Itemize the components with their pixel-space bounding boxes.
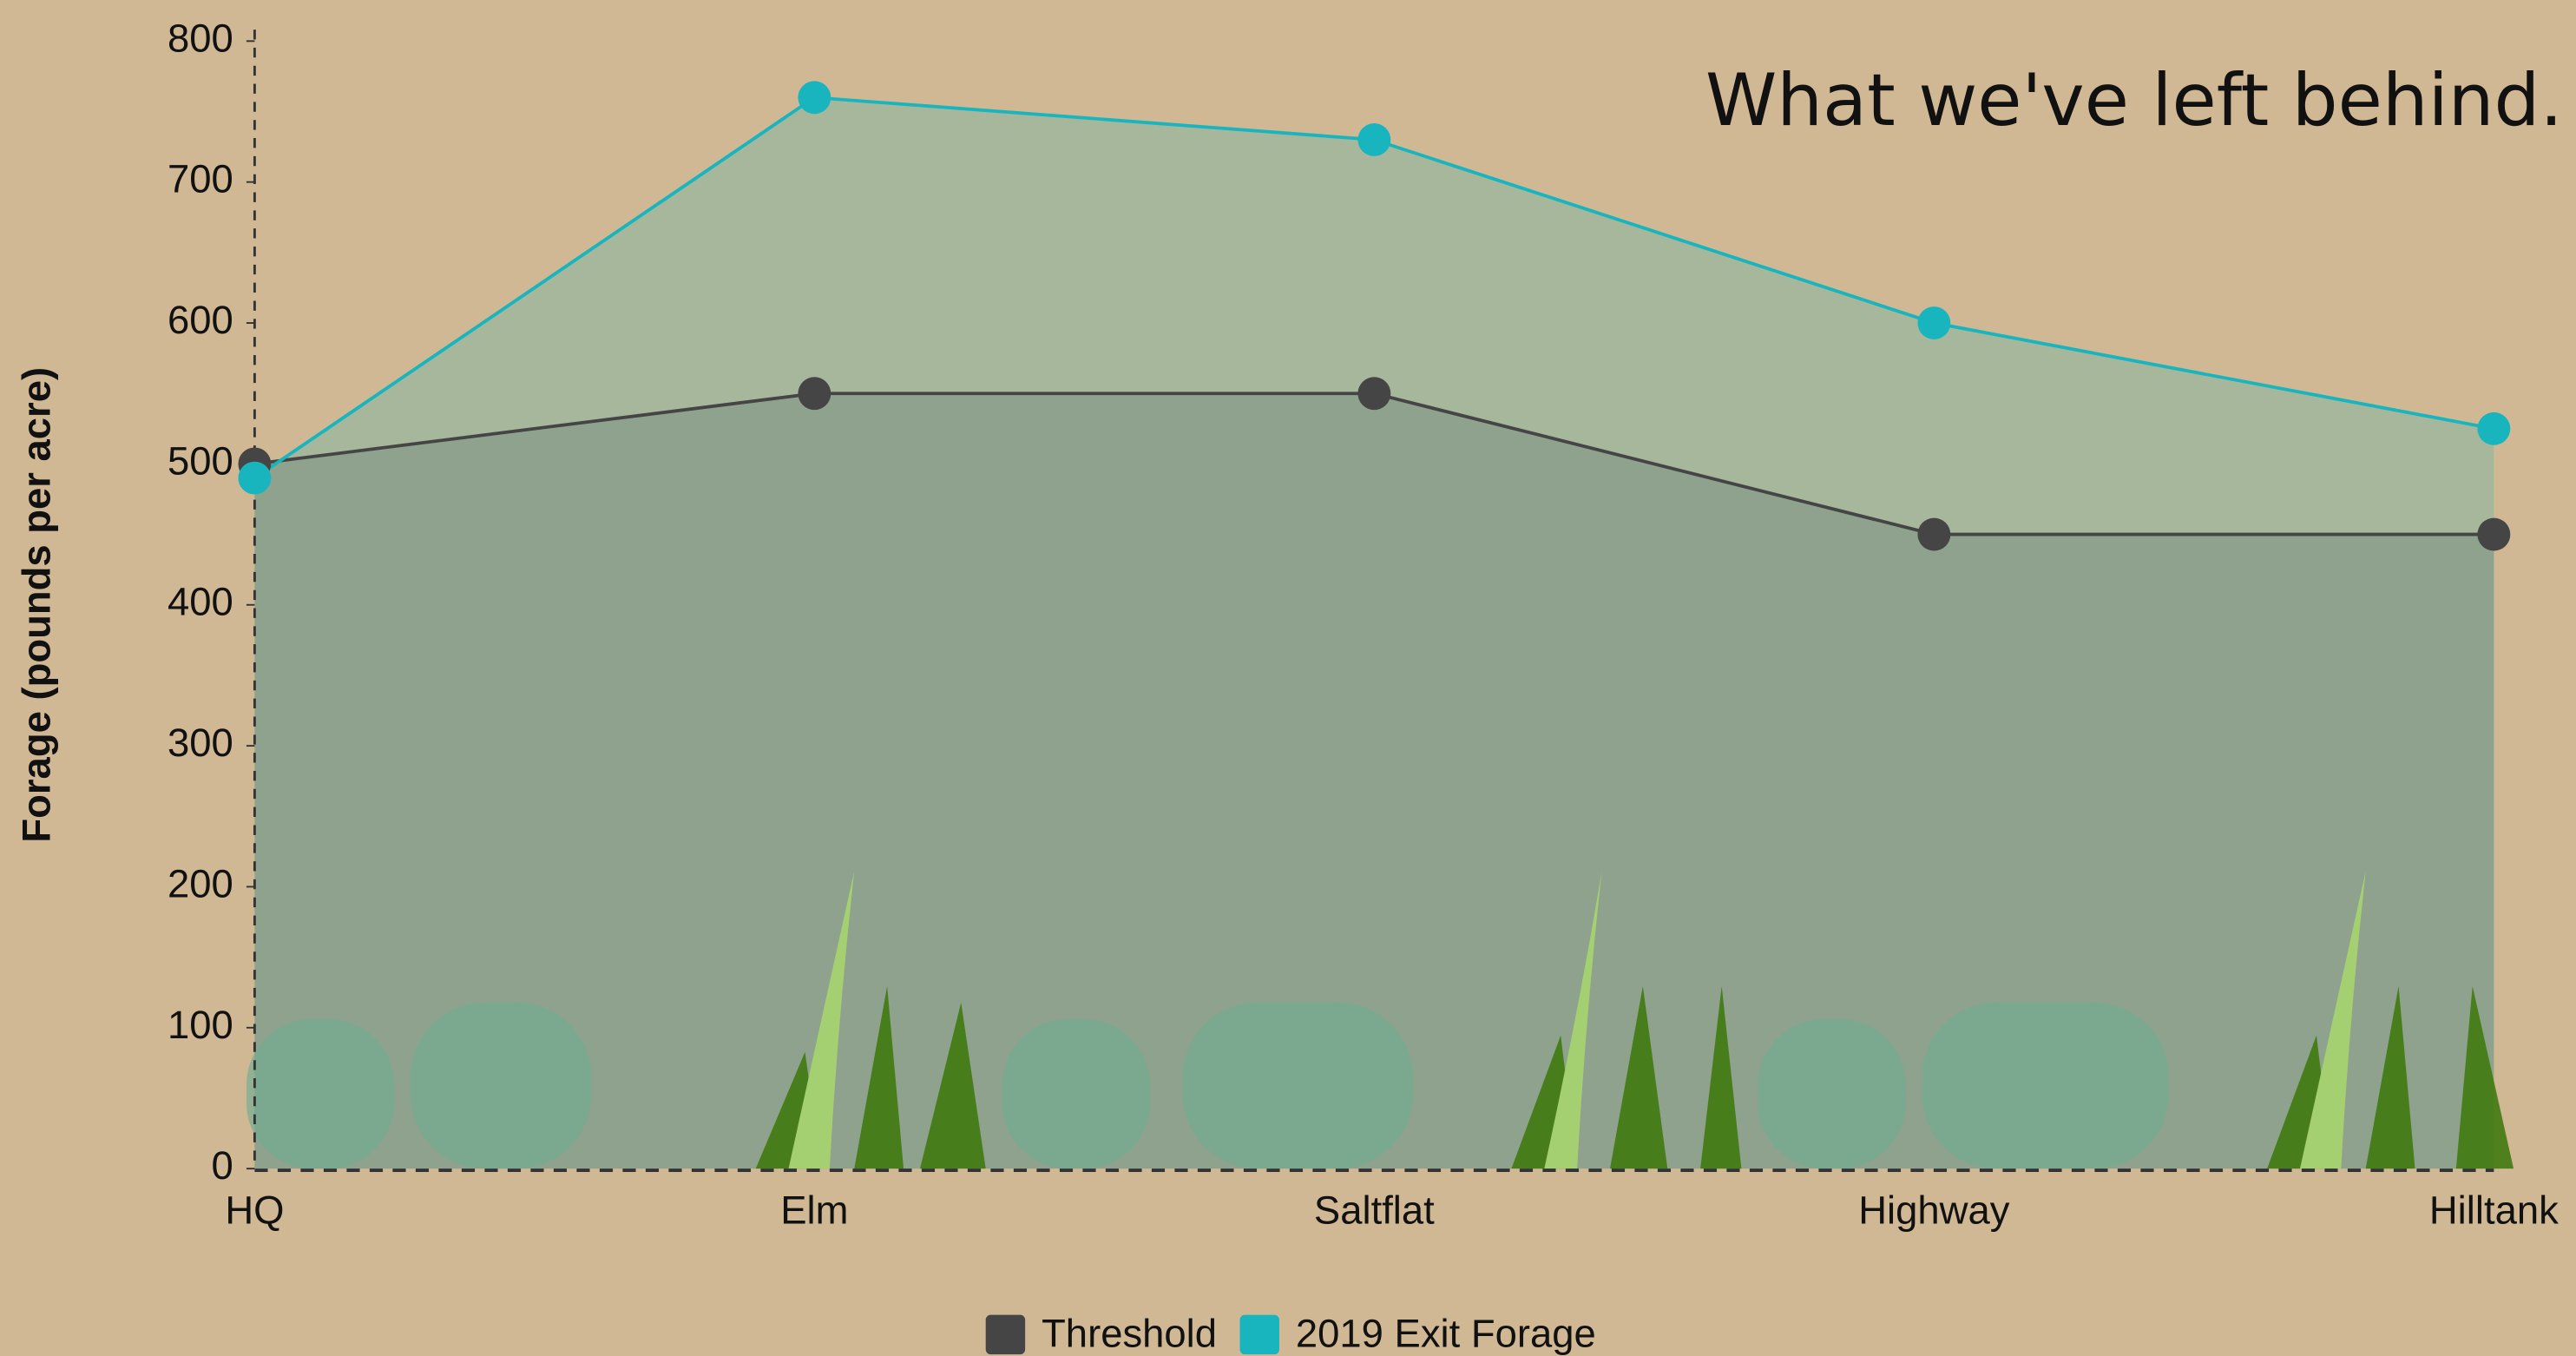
legend-swatch <box>1239 1314 1279 1355</box>
chart-title: What we've left behind. <box>1705 58 2563 142</box>
x-tick-label: HQ <box>225 1188 284 1232</box>
y-tick-label: 300 <box>168 721 233 765</box>
y-axis-label: Forage (pounds per acre) <box>14 367 58 843</box>
point <box>1357 123 1391 156</box>
area <box>254 393 2494 1169</box>
grass <box>788 871 2366 1169</box>
shrubs <box>246 1002 2169 1169</box>
y-tick-label: 600 <box>168 298 233 342</box>
point <box>798 81 831 115</box>
y-tick-label: 800 <box>168 16 233 60</box>
x-tick-label: Highway <box>1858 1188 2009 1232</box>
y-tick-label: 100 <box>168 1003 233 1047</box>
areas <box>254 97 2494 1169</box>
y-tick-label: 500 <box>168 438 233 483</box>
legend-label: Threshold <box>1042 1311 1217 1355</box>
legend-swatch <box>985 1314 1026 1355</box>
point <box>1917 306 1951 339</box>
grass-decoration <box>246 871 2514 1169</box>
legend-label: 2019 Exit Forage <box>1296 1311 1596 1355</box>
y-tick-label: 200 <box>168 861 233 905</box>
point <box>798 377 831 411</box>
grass <box>755 986 2514 1169</box>
x-tick-label: Hilltank <box>2429 1188 2559 1232</box>
point <box>1357 377 1391 411</box>
y-tick-label: 400 <box>168 580 233 624</box>
point <box>1917 517 1951 551</box>
x-tick-label: Elm <box>780 1188 848 1232</box>
point <box>2477 517 2511 551</box>
y-tick-label: 700 <box>168 157 233 201</box>
point <box>2477 411 2511 445</box>
y-tick-label: 0 <box>212 1143 233 1188</box>
point <box>238 461 272 495</box>
x-tick-label: Saltflat <box>1314 1188 1435 1232</box>
